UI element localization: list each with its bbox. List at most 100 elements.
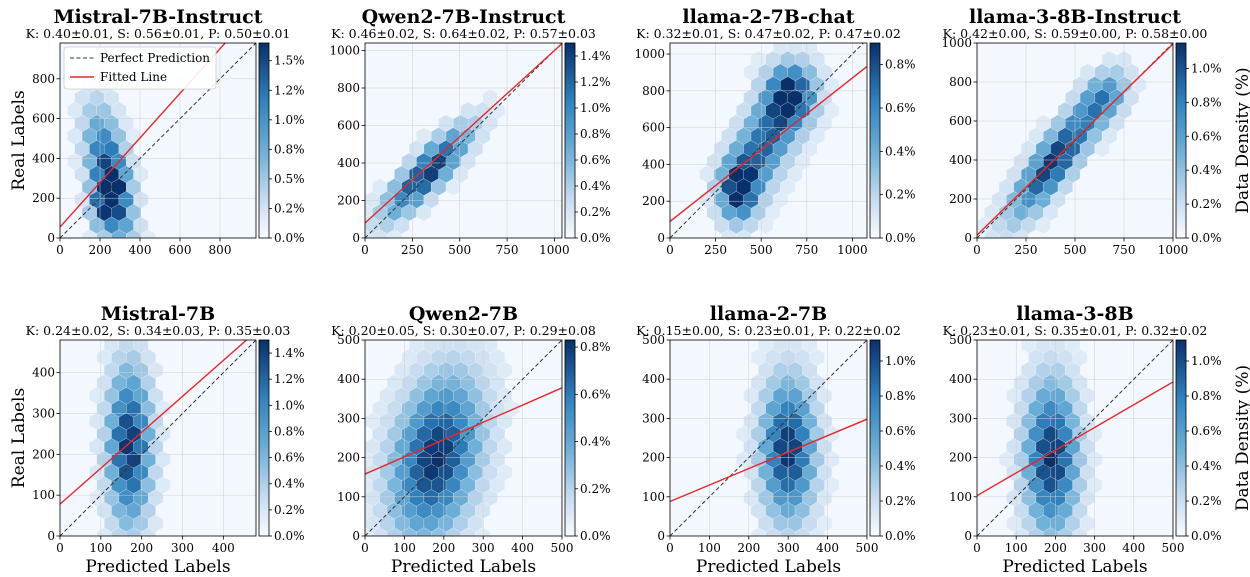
colorbar-tick-label: 0.2%	[1191, 494, 1222, 508]
chart-subtitle: K: 0.32±0.01, S: 0.47±0.02, P: 0.47±0.02	[636, 26, 901, 41]
y-axis-label: Real Labels	[9, 90, 29, 190]
y-tick-label: 400	[32, 151, 55, 165]
y-tick-label: 300	[642, 411, 665, 425]
chart-panel: 0 100 200 300 400 500 0 100 200 300 400 500 llama-2-…	[636, 303, 915, 577]
hexbin-layer	[670, 43, 867, 238]
chart-title: Qwen2-7B	[409, 303, 518, 325]
y-tick-label: 200	[32, 447, 55, 461]
y-axis-label: Real Labels	[9, 388, 29, 488]
x-axis-label: Predicted Labels	[696, 557, 841, 577]
hexbin-layer	[60, 340, 256, 536]
axes-frame	[976, 339, 1174, 537]
x-tick-label: 200	[89, 243, 112, 257]
x-tick-label: 300	[472, 541, 495, 555]
colorbar-tick-label: 1.0%	[1191, 61, 1222, 75]
hexbin-cell	[1065, 340, 1081, 354]
axes-frame	[364, 339, 563, 537]
y-tick-label: 500	[642, 333, 665, 347]
y-tick-label: 0	[47, 231, 55, 245]
y-tick-label: 0	[964, 231, 972, 245]
colorbar-tick-label: 0.2%	[885, 494, 916, 508]
x-tick-label: 1000	[539, 243, 570, 257]
fitted-line	[60, 43, 227, 228]
y-tick-label: 300	[337, 411, 360, 425]
x-tick-label: 400	[511, 541, 534, 555]
x-tick-label: 100	[89, 541, 112, 555]
y-tick-label: 200	[642, 194, 665, 208]
y-tick-label: 1000	[941, 36, 972, 50]
perfect-prediction-line	[60, 43, 256, 238]
x-tick-label: 0	[361, 243, 369, 257]
perfect-prediction-line	[670, 43, 864, 238]
colorbar-tick-label: 0.0%	[274, 529, 305, 543]
chart-subtitle: K: 0.23±0.01, S: 0.35±0.01, P: 0.32±0.02	[943, 323, 1208, 338]
y-tick-label: 600	[337, 119, 360, 133]
colorbar-tick-label: 0.5%	[274, 172, 305, 186]
colorbar-tick-label: 0.8%	[580, 127, 611, 141]
colorbar-tick-label: 0.4%	[1191, 163, 1222, 177]
y-tick-label: 500	[337, 333, 360, 347]
chart-panel: 0 200 400 600 800 0 200 400 600 800 Mistral-7B-Ins…	[9, 6, 305, 257]
x-tick-label: 300	[777, 541, 800, 555]
colorbar	[564, 42, 576, 239]
y-tick-label: 400	[337, 156, 360, 170]
y-tick-label: 0	[657, 529, 665, 543]
colorbar	[1175, 339, 1187, 537]
colorbar-tick-label: 0.0%	[1191, 529, 1222, 543]
chart-title: Mistral-7B-Instruct	[53, 6, 262, 28]
y-tick-label: 1000	[634, 47, 665, 61]
chart-panel: 0 100 200 300 400 500 0 100 200 300 400 500 Qwen2-7B…	[331, 303, 610, 577]
x-tick-label: 1000	[837, 243, 868, 257]
y-tick-label: 600	[949, 114, 972, 128]
colorbar-tick-label: 0.2%	[274, 201, 305, 215]
colorbar-tick-label: 0.8%	[1191, 95, 1222, 109]
x-tick-label: 500	[551, 541, 574, 555]
colorbar-tick-label: 1.2%	[274, 83, 305, 97]
legend-fitted-label: Fitted Line	[100, 70, 167, 84]
chart-panel: 0 250 500 750 1000 0 200 400 600 800 1000 llama-3-8…	[941, 6, 1250, 257]
x-tick-label: 750	[795, 243, 818, 257]
colorbar-tick-label: 0.4%	[885, 144, 916, 158]
x-tick-label: 400	[816, 541, 839, 555]
colorbar-tick-label: 1.4%	[274, 346, 305, 360]
colorbar-tick-label: 1.0%	[1191, 354, 1222, 368]
x-axis-label: Predicted Labels	[391, 557, 536, 577]
y-tick-label: 200	[949, 192, 972, 206]
fitted-line	[670, 418, 867, 503]
colorbar-tick-label: 0.0%	[274, 231, 305, 245]
y-tick-label: 800	[949, 75, 972, 89]
x-tick-label: 500	[750, 243, 773, 257]
colorbar-tick-label: 0.6%	[885, 101, 916, 115]
chart-subtitle: K: 0.20±0.05, S: 0.30±0.07, P: 0.29±0.08	[331, 323, 596, 338]
colorbar-tick-label: 0.0%	[885, 231, 916, 245]
y-tick-label: 0	[352, 529, 360, 543]
colorbar-tick-label: 1.2%	[580, 75, 611, 89]
fitted-line	[977, 381, 1173, 497]
hexbin-layer	[977, 340, 1173, 536]
x-tick-label: 1000	[1158, 243, 1189, 257]
colorbar-tick-label: 0.6%	[885, 424, 916, 438]
x-tick-label: 0	[666, 243, 674, 257]
fitted-line	[977, 43, 1173, 236]
chart-subtitle: K: 0.40±0.01, S: 0.56±0.01, P: 0.50±0.01	[26, 26, 291, 41]
x-tick-label: 200	[130, 541, 153, 555]
x-tick-label: 0	[973, 541, 981, 555]
hexbin-cell	[802, 340, 818, 354]
chart-title: llama-3-8B	[1016, 303, 1133, 325]
y-tick-label: 200	[32, 191, 55, 205]
y-tick-label: 100	[32, 488, 55, 502]
x-tick-label: 100	[393, 541, 416, 555]
x-axis-label: Predicted Labels	[85, 557, 230, 577]
y-tick-label: 500	[949, 333, 972, 347]
colorbar-tick-label: 0.8%	[1191, 389, 1222, 403]
x-tick-label: 500	[1064, 243, 1087, 257]
y-tick-label: 1000	[329, 44, 360, 58]
colorbar-tick-label: 0.2%	[1191, 197, 1222, 211]
axes-frame	[59, 42, 257, 239]
x-tick-label: 500	[448, 243, 471, 257]
colorbar-tick-label: 0.8%	[885, 58, 916, 72]
fitted-line	[365, 43, 562, 224]
colorbar-tick-label: 0.4%	[274, 477, 305, 491]
y-tick-label: 600	[32, 112, 55, 126]
colorbar-tick-label: 0.4%	[1191, 459, 1222, 473]
